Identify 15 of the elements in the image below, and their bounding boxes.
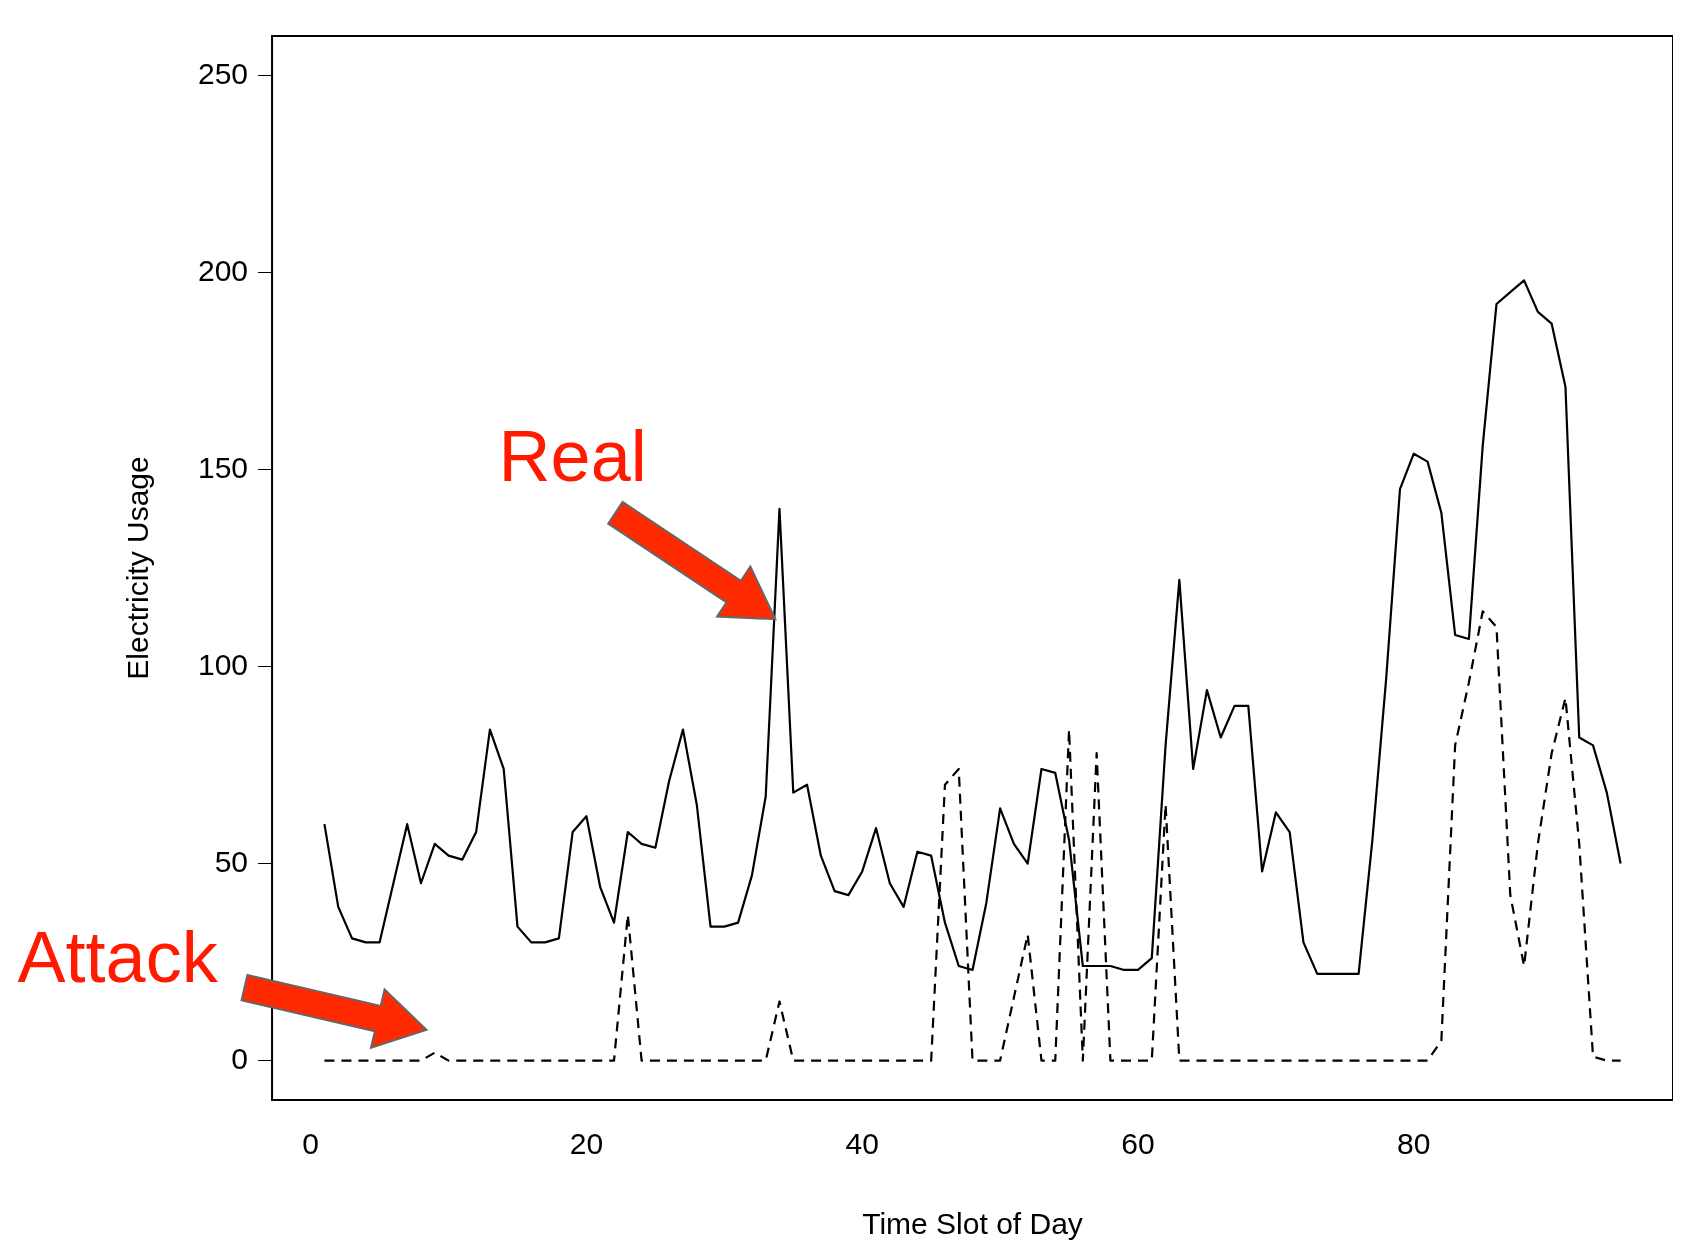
y-tick-label: 250 xyxy=(197,56,249,90)
x-axis-title: Time Slot of Day xyxy=(862,1207,1083,1241)
y-tick-label: 150 xyxy=(197,450,249,484)
series-label: Attack xyxy=(17,916,219,997)
y-tick-label: 50 xyxy=(214,844,249,878)
series-label: Real xyxy=(498,416,647,497)
x-tick-label: 60 xyxy=(1121,1127,1155,1161)
x-tick-label: 80 xyxy=(1397,1127,1431,1161)
x-tick-label: 20 xyxy=(569,1127,604,1161)
y-tick-label: 100 xyxy=(197,647,249,681)
x-tick-label: 40 xyxy=(845,1127,879,1161)
y-tick-label: 0 xyxy=(231,1041,249,1075)
y-axis-title: Electricity Usage xyxy=(121,456,155,680)
x-tick-label: 0 xyxy=(302,1127,320,1161)
y-tick-label: 200 xyxy=(197,253,249,287)
